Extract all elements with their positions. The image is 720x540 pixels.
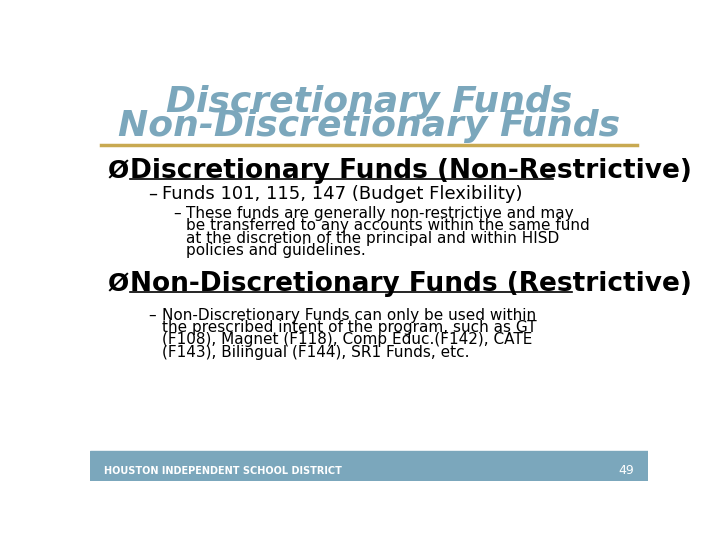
Text: the prescribed intent of the program, such as GT: the prescribed intent of the program, su… — [162, 320, 536, 335]
Text: Ø: Ø — [107, 272, 128, 296]
Text: Ø: Ø — [107, 159, 128, 183]
Text: at the discretion of the principal and within HISD: at the discretion of the principal and w… — [186, 231, 559, 246]
Text: –: – — [148, 308, 156, 322]
Text: (F108), Magnet (F118), Comp Educ.(F142), CATE: (F108), Magnet (F118), Comp Educ.(F142),… — [162, 332, 533, 347]
Text: 49: 49 — [618, 464, 634, 477]
Text: Discretionary Funds (Non-Restrictive): Discretionary Funds (Non-Restrictive) — [130, 158, 692, 184]
Text: These funds are generally non-restrictive and may: These funds are generally non-restrictiv… — [186, 206, 574, 221]
Text: –: – — [174, 206, 181, 221]
Text: –: – — [148, 185, 157, 203]
Text: Non-Discretionary Funds (Restrictive): Non-Discretionary Funds (Restrictive) — [130, 271, 692, 297]
Text: Non-Discretionary Funds can only be used within: Non-Discretionary Funds can only be used… — [162, 308, 536, 322]
Text: Non-Discretionary Funds: Non-Discretionary Funds — [118, 110, 620, 144]
Text: Funds 101, 115, 147 (Budget Flexibility): Funds 101, 115, 147 (Budget Flexibility) — [162, 185, 523, 203]
Text: (F143), Bilingual (F144), SR1 Funds, etc.: (F143), Bilingual (F144), SR1 Funds, etc… — [162, 345, 469, 360]
Text: HOUSTON INDEPENDENT SCHOOL DISTRICT: HOUSTON INDEPENDENT SCHOOL DISTRICT — [104, 465, 342, 476]
Text: policies and guidelines.: policies and guidelines. — [186, 243, 366, 258]
Bar — [90, 451, 648, 481]
Text: Discretionary Funds: Discretionary Funds — [166, 85, 572, 119]
Text: be transferred to any accounts within the same fund: be transferred to any accounts within th… — [186, 218, 590, 233]
